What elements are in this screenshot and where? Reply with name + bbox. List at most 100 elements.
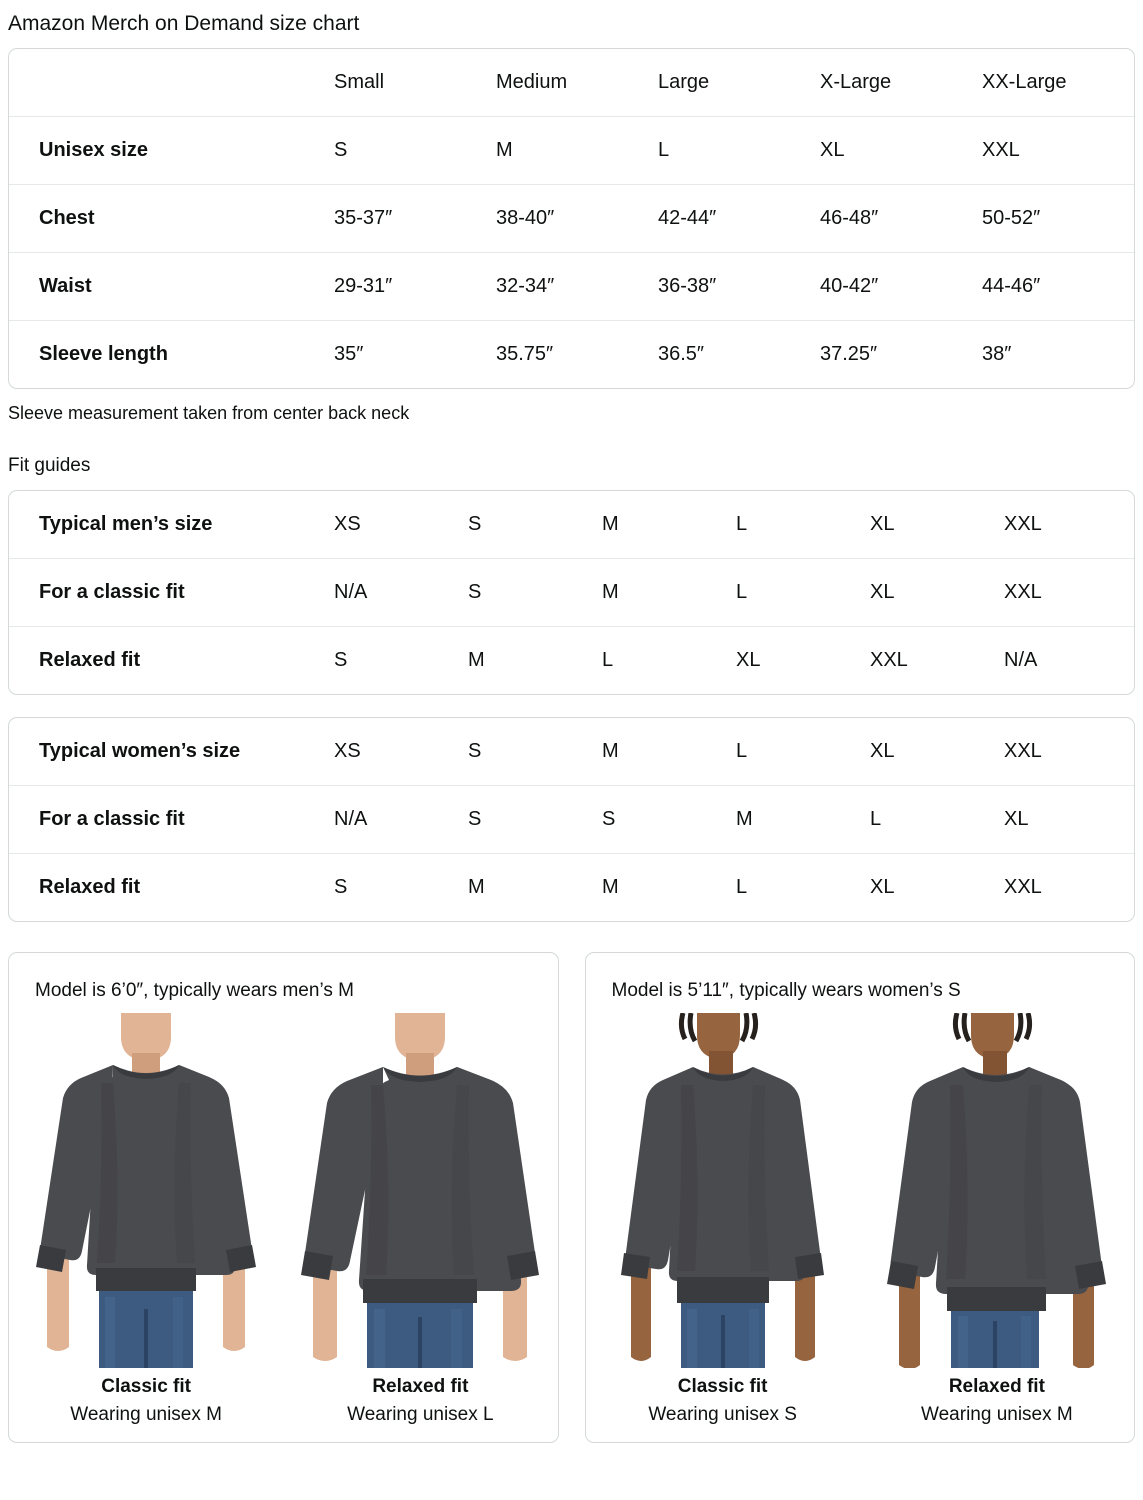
- table-header-row: Small Medium Large X-Large XX-Large: [9, 49, 1134, 117]
- size-chart-page: Amazon Merch on Demand size chart Small …: [8, 12, 1135, 1443]
- womens-fit-guide-table: Typical women’s size XS S M L XL XXL For…: [9, 718, 1134, 921]
- cell-waist-xlarge: 40-42″: [820, 252, 982, 321]
- mens-relaxed-fit-column: Relaxed fit Wearing unisex L: [283, 1013, 557, 1430]
- table-row: Unisex size S M L XL XXL: [9, 116, 1134, 185]
- womens-model-card: Model is 5’11″, typically wears women’s …: [584, 952, 1135, 1443]
- mens-classic-fit-column: Classic fit Wearing unisex M: [9, 1013, 283, 1430]
- cell-sleeve-length-large: 36.5″: [658, 320, 820, 388]
- table-row: Relaxed fit S M L XL XXL N/A: [9, 626, 1134, 694]
- cell-mens-classic-6: XXL: [1004, 558, 1134, 627]
- mens-relaxed-fit-wearing: Wearing unisex L: [347, 1404, 494, 1425]
- cell-mens-relaxed-5: XXL: [870, 626, 1004, 694]
- cell-mens-typical-1: XS: [334, 513, 361, 535]
- row-label-sleeve-length: Sleeve length: [9, 320, 334, 388]
- table-row: Typical women’s size XS S M L XL XXL: [9, 718, 1134, 786]
- female-model-classic-fit-illustration: [605, 1013, 841, 1368]
- cell-mens-typical-4: L: [736, 513, 748, 535]
- row-label-chest: Chest: [9, 184, 334, 253]
- cell-mens-relaxed-6: N/A: [1004, 626, 1134, 694]
- cell-chest-xlarge: 46-48″: [820, 184, 982, 253]
- table-row: For a classic fit N/A S M L XL XXL: [9, 558, 1134, 627]
- size-chart-table-card: Small Medium Large X-Large XX-Large Unis…: [8, 48, 1135, 389]
- cell-sleeve-length-xlarge: 37.25″: [820, 320, 982, 388]
- cell-mens-relaxed-2: M: [468, 626, 602, 694]
- row-label-waist: Waist: [9, 252, 334, 321]
- womens-relaxed-fit-label: Relaxed fit: [948, 1376, 1045, 1397]
- cell-mens-classic-1: N/A: [334, 558, 468, 627]
- cell-mens-relaxed-1: S: [334, 626, 468, 694]
- table-row: Chest 35-37″ 38-40″ 42-44″ 46-48″ 50-52″: [9, 184, 1134, 253]
- cell-womens-classic-6: XL: [1004, 785, 1134, 854]
- cell-waist-medium: 32-34″: [496, 252, 658, 321]
- cell-mens-typical-3: M: [602, 513, 619, 535]
- table-row: Typical men’s size XS S M L XL XXL: [9, 491, 1134, 559]
- cell-womens-classic-1: N/A: [334, 785, 468, 854]
- cell-chest-small: 35-37″: [334, 184, 496, 253]
- womens-model-figures: Classic fit Wearing unisex S: [586, 1013, 1135, 1430]
- mens-model-card-title: Model is 6’0″, typically wears men’s M: [35, 980, 354, 1001]
- mens-fit-guide-table: Typical men’s size XS S M L XL XXL For a…: [9, 491, 1134, 694]
- table-row: For a classic fit N/A S S M L XL: [9, 785, 1134, 854]
- model-cards-row: Model is 6’0″, typically wears men’s M: [8, 952, 1135, 1443]
- size-chart-table: Small Medium Large X-Large XX-Large Unis…: [9, 49, 1134, 388]
- row-label-typical-womens-size: Typical women’s size: [39, 740, 241, 762]
- cell-womens-relaxed-2: M: [468, 853, 602, 921]
- cell-womens-typical-2: S: [468, 740, 482, 762]
- cell-waist-large: 36-38″: [658, 252, 820, 321]
- cell-chest-xxlarge: 50-52″: [982, 184, 1134, 253]
- header-cell-xlarge: X-Large: [820, 71, 892, 93]
- header-cell-xxlarge: XX-Large: [982, 71, 1067, 93]
- page-title: Amazon Merch on Demand size chart: [8, 12, 360, 35]
- womens-fit-guide-card: Typical women’s size XS S M L XL XXL For…: [8, 717, 1135, 922]
- cell-mens-relaxed-4: XL: [736, 626, 870, 694]
- womens-relaxed-fit-wearing: Wearing unisex M: [921, 1404, 1073, 1425]
- cell-mens-classic-3: M: [602, 558, 736, 627]
- cell-womens-relaxed-3: M: [602, 853, 736, 921]
- cell-mens-classic-5: XL: [870, 558, 1004, 627]
- mens-model-card: Model is 6’0″, typically wears men’s M: [8, 952, 559, 1443]
- row-label-womens-relaxed-fit: Relaxed fit: [9, 853, 334, 921]
- cell-unisex-size-small: S: [334, 116, 496, 185]
- cell-womens-classic-2: S: [468, 785, 602, 854]
- row-label-unisex-size: Unisex size: [9, 116, 334, 185]
- cell-womens-classic-3: S: [602, 785, 736, 854]
- mens-classic-fit-label: Classic fit: [101, 1376, 191, 1397]
- cell-womens-classic-4: M: [736, 785, 870, 854]
- cell-unisex-size-xxlarge: XXL: [982, 116, 1134, 185]
- female-model-relaxed-fit-illustration: [879, 1013, 1115, 1368]
- cell-womens-typical-4: L: [736, 740, 748, 762]
- cell-chest-large: 42-44″: [658, 184, 820, 253]
- cell-sleeve-length-small: 35″: [334, 320, 496, 388]
- cell-waist-xxlarge: 44-46″: [982, 252, 1134, 321]
- cell-sleeve-length-medium: 35.75″: [496, 320, 658, 388]
- header-cell-small: Small: [334, 71, 385, 93]
- womens-classic-fit-column: Classic fit Wearing unisex S: [586, 1013, 860, 1430]
- cell-mens-typical-6: XXL: [1004, 513, 1042, 535]
- cell-unisex-size-large: L: [658, 116, 820, 185]
- mens-model-figures: Classic fit Wearing unisex M: [9, 1013, 558, 1430]
- header-cell-blank: [9, 49, 334, 117]
- cell-waist-small: 29-31″: [334, 252, 496, 321]
- cell-mens-relaxed-3: L: [602, 626, 736, 694]
- cell-unisex-size-medium: M: [496, 116, 658, 185]
- row-label-typical-mens-size: Typical men’s size: [39, 513, 213, 535]
- cell-womens-classic-5: L: [870, 785, 1004, 854]
- womens-classic-fit-label: Classic fit: [677, 1376, 768, 1397]
- cell-mens-classic-4: L: [736, 558, 870, 627]
- table-row: Waist 29-31″ 32-34″ 36-38″ 40-42″ 44-46″: [9, 252, 1134, 321]
- mens-relaxed-fit-label: Relaxed fit: [372, 1376, 469, 1397]
- table-row: Sleeve length 35″ 35.75″ 36.5″ 37.25″ 38…: [9, 320, 1134, 388]
- female-model-relaxed-fit-photo: [860, 1013, 1134, 1368]
- mens-fit-guide-card: Typical men’s size XS S M L XL XXL For a…: [8, 490, 1135, 695]
- cell-mens-typical-2: S: [468, 513, 482, 535]
- male-model-relaxed-fit-illustration: [295, 1013, 546, 1368]
- womens-relaxed-fit-column: Relaxed fit Wearing unisex M: [860, 1013, 1134, 1430]
- cell-womens-relaxed-1: S: [334, 853, 468, 921]
- row-label-mens-classic-fit: For a classic fit: [9, 558, 334, 627]
- sleeve-measurement-note: Sleeve measurement taken from center bac…: [8, 403, 410, 423]
- womens-model-card-title: Model is 5’11″, typically wears women’s …: [611, 980, 961, 1001]
- mens-classic-fit-wearing: Wearing unisex M: [70, 1404, 222, 1425]
- cell-womens-typical-5: XL: [870, 740, 895, 762]
- male-model-classic-fit-illustration: [21, 1013, 272, 1368]
- cell-mens-typical-5: XL: [870, 513, 895, 535]
